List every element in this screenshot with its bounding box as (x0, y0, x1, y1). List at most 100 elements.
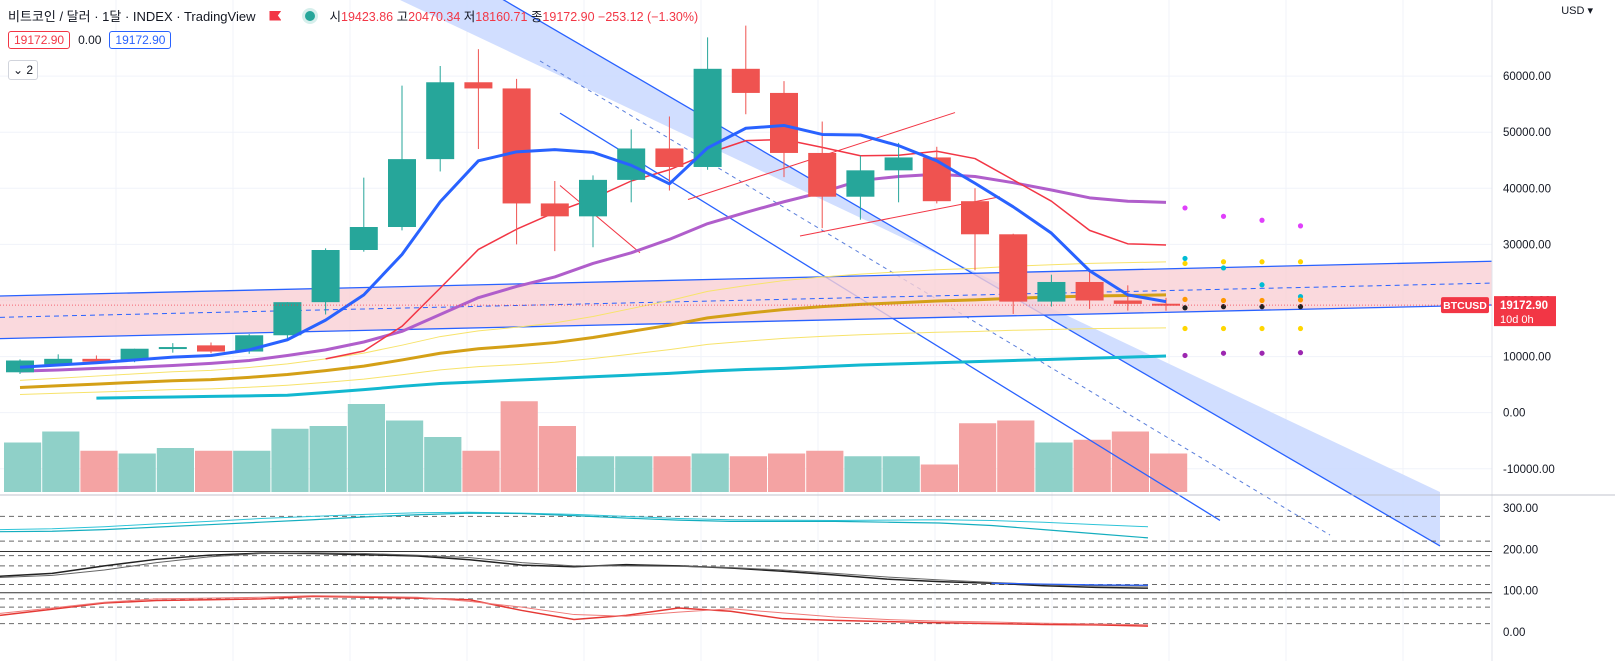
volume-bar (80, 450, 118, 492)
candle (655, 116, 684, 191)
osc-blue-line (991, 582, 1149, 586)
forecast-dot (1220, 259, 1227, 265)
volume-bar (118, 453, 156, 492)
candle (502, 78, 531, 245)
spread-value: 0.00 (76, 32, 104, 48)
volume-bar (1111, 431, 1149, 492)
forecast-dot (1220, 350, 1227, 356)
candle (1037, 274, 1066, 307)
last-price-label: 19172.90 (1500, 300, 1548, 312)
channel-mid-line (539, 60, 1331, 536)
candle-body (426, 82, 455, 160)
oscillator-pane: 300.00 200.00 100.00 0.00 (0, 494, 1615, 639)
volume-bar (577, 456, 615, 492)
osc-tick-label: 300.00 (1503, 503, 1538, 515)
candle-body (693, 68, 722, 167)
sell-price-button[interactable]: 19172.90 (8, 31, 71, 49)
candle (197, 342, 225, 354)
chevron-down-icon: ⌄ (13, 63, 24, 77)
volume-bar (462, 450, 500, 492)
ma-blue-line (19, 123, 1167, 369)
candle-body (311, 250, 340, 303)
currency-selector[interactable]: USD ▾ (1561, 4, 1593, 17)
candle-body (579, 179, 607, 217)
symbol-title[interactable]: 비트코인 / 달러 · 1달 · INDEX · TradingView (8, 9, 256, 24)
ma-gold-line (19, 293, 1167, 389)
candle-body (502, 88, 531, 204)
indicators-toggle[interactable]: ⌄ 2 (8, 60, 39, 80)
price-tick-label: 60000.00 (1503, 71, 1551, 83)
forecast-dot (1259, 259, 1265, 265)
candle-body (540, 203, 569, 217)
volume-bar (156, 448, 194, 492)
candle (426, 66, 455, 172)
volume-bar (347, 404, 385, 492)
symbol-legend: 비트코인 / 달러 · 1달 · INDEX · TradingView 시19… (8, 6, 698, 25)
symbol-tag: BTCUSD (1443, 300, 1487, 312)
forecast-dot (1220, 265, 1227, 271)
band-upper-line (0, 260, 1493, 297)
last-price-label-bg (1494, 296, 1556, 327)
forecast-dot (1182, 296, 1188, 302)
open-label: 시 (329, 10, 341, 24)
osc-black-line (0, 552, 1149, 589)
candle (693, 37, 722, 170)
forecast-dot (1297, 297, 1304, 303)
candle-body (846, 170, 875, 197)
buy-price-button[interactable]: 19172.90 (109, 31, 172, 49)
candle-body (120, 348, 149, 360)
volume-bar (1150, 453, 1188, 492)
trade-pills: 19172.90 0.00 19172.90 (8, 31, 172, 49)
high-value: 20470.34 (408, 10, 461, 24)
price-tick-label: -10000.00 (1503, 464, 1555, 476)
volume-bar (691, 453, 729, 492)
osc-red-line (0, 595, 1149, 627)
candle (808, 121, 837, 229)
low-label: 저 (463, 10, 476, 24)
forecast-dot (1259, 297, 1265, 304)
volume-bar (882, 456, 920, 492)
volume-bar (195, 450, 233, 492)
osc-tick-label: 0.00 (1503, 627, 1525, 639)
candle (540, 181, 569, 252)
osc-cyan-line (0, 512, 1149, 539)
volume-bar (768, 453, 806, 492)
countdown-label: 10d 0h (1500, 314, 1534, 326)
volume-bar (997, 420, 1035, 492)
candle-body (655, 148, 684, 167)
candle-body (158, 347, 187, 350)
forecast-dot (1182, 352, 1188, 359)
forecast-dot (1259, 217, 1265, 223)
ma-cyan-line (96, 354, 1167, 400)
forecast-dot (1220, 297, 1227, 304)
forecast-dot (1182, 205, 1188, 211)
trend-line (559, 185, 641, 254)
flag-icon[interactable] (269, 10, 282, 21)
candle (464, 49, 493, 150)
osc-red-signal (0, 595, 1149, 626)
forecast-dot (1259, 350, 1265, 356)
candle (388, 85, 416, 231)
change-value: −253.12 (−1.30%) (598, 10, 699, 24)
forecast-dot (1182, 305, 1188, 311)
candle (884, 142, 913, 203)
candle-body (44, 358, 73, 365)
candle-body (884, 157, 913, 171)
osc-tick-label: 200.00 (1503, 544, 1538, 556)
candle-body (82, 358, 111, 362)
band-lower-line (0, 304, 1493, 340)
volume-bar (233, 450, 271, 492)
low-value: 18160.71 (475, 10, 528, 24)
candle-body (808, 152, 837, 197)
candles (6, 25, 1180, 374)
band-fill (0, 261, 1492, 339)
price-axis-bg (1492, 0, 1615, 661)
volume-bar (806, 450, 844, 492)
candle-body (1037, 281, 1066, 302)
candle (922, 146, 951, 204)
candle (770, 81, 798, 178)
candle (273, 302, 302, 339)
high-label: 고 (396, 10, 409, 24)
